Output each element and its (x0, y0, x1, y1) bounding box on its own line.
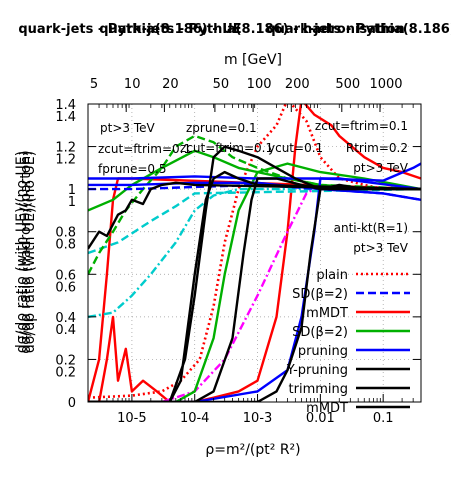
y-tick-label-3: 0.6 (55, 268, 76, 283)
series-group (88, 104, 421, 402)
y-tick-label-2: 0.4 (55, 311, 76, 326)
x-tick-label-2: 10-3 (243, 411, 273, 426)
y-tick-label-alt-1: 0.4 (55, 323, 76, 338)
y-axis-label-2: dσ/dρ ratio (hadron)/(parton) (18, 150, 34, 353)
y-tick-label-alt-4: 1 (68, 195, 76, 210)
series-line-16 (88, 145, 421, 402)
y-axis-label-3: dσ/dρ ratio (with UE)/(no UE) (22, 151, 38, 353)
series-line-18 (88, 183, 421, 402)
top-tick-label-6: 500 (335, 77, 360, 92)
y-tick-label-alt-6: 1.4 (55, 110, 76, 125)
title-ue-1: quark-jets - Pythia(8.186) - UE (18, 22, 241, 37)
series-line-14 (88, 181, 421, 250)
x-tick-label-1: 10-4 (180, 411, 210, 426)
x-tick-label-4: 0.1 (373, 411, 394, 426)
y-tick-label-6: 1.2 (55, 141, 76, 156)
y-tick-label-5: 1 (68, 183, 76, 198)
y-axis-labels: dσ/dρ ratio (with UE)/(no UE) dσ/dρ rati… (14, 150, 38, 353)
legend-label-1: SD(β=2) (292, 287, 348, 302)
titles: quark-jets - Pythia(8.186) - UE quark-je… (18, 22, 451, 37)
title-hadronisation: quark-jets - Pythia(8.186) - hadronisati… (99, 22, 405, 37)
x-axis-label: ρ=m²/(pt² R²) (205, 442, 300, 458)
series-line-17 (88, 177, 421, 402)
series-line-13 (88, 177, 421, 402)
top-tick-label-3: 50 (213, 77, 230, 92)
legend-label-7: mMDT (306, 401, 348, 416)
top-axis-label: m [GeV] (224, 52, 282, 68)
series-line-2 (88, 104, 421, 402)
tick-labels: 10-5 10-4 10-3 0.01 0.15 10 20 50 100 200 500 10000… (55, 77, 402, 426)
series-line-3 (97, 315, 171, 402)
top-tick-label-7: 1000 (369, 77, 402, 92)
top-tick-label-1: 10 (124, 77, 141, 92)
series-line-9 (88, 162, 421, 402)
y-tick-label-alt-5: 1.2 (55, 153, 76, 168)
legend-label-6: trimming (289, 382, 348, 397)
legend-label-5: Y-pruning (286, 363, 348, 378)
legend-label-3: SD(β=2) (292, 325, 348, 340)
y-tick-label-1: 0.2 (55, 353, 76, 368)
top-tick-label-4: 100 (247, 77, 272, 92)
series-line-6 (88, 187, 421, 255)
annotation-left-fprune: fprune=0.5 (98, 162, 167, 176)
title-ue-2: quark-jets - Pythia(8.186) - UE (266, 22, 451, 37)
grid (88, 103, 421, 403)
tick-marks (87, 103, 422, 403)
annotation-center-ycut: ycut=0.1 (268, 141, 323, 155)
x-tick-label-3: 0.01 (306, 411, 335, 426)
top-tick-label-0: 5 (90, 77, 98, 92)
annotations: pt>3 TeV zcut=ftrim=0.1 fprune=0.5 zprun… (98, 119, 409, 255)
annotation-right-pt: pt>3 TeV (353, 161, 409, 175)
legend: plain SD(β=2) mMDT SD(β=2) pruning Y-pruning t… (286, 268, 410, 416)
y-axis-label-1: dσ/dρ ratio (with UE)/(no UE) (14, 151, 30, 353)
y-tick-label-0: 0 (68, 396, 76, 411)
y-tick-label-alt-2: 0.6 (55, 280, 76, 295)
x-tick-label-0: 10-5 (117, 411, 147, 426)
series-clip (88, 104, 421, 402)
annotation-left-zcut: zcut=ftrim=0.1 (98, 142, 191, 156)
y-tick-label-alt-3: 0.8 (55, 238, 76, 253)
annotation-center-zprune: zprune=0.1 (186, 121, 257, 135)
annotation-left-pt: pt>3 TeV (100, 121, 156, 135)
y-tick-label-7: 1.4 (55, 98, 76, 113)
legend-label-2: mMDT (306, 306, 348, 321)
legend-label-4: pruning (298, 344, 348, 359)
annotation-algo-pt: pt>3 TeV (353, 241, 409, 255)
annotation-right-zcut: zcut=ftrim=0.1 (315, 119, 408, 133)
annotation-algo: anti-kt(R=1) (334, 221, 408, 235)
annotation-center-zcut: zcut=ftrim=0.1 (180, 141, 273, 155)
series-line-10 (88, 162, 421, 182)
top-tick-label-2: 20 (162, 77, 179, 92)
y-tick-label-alt-0: 0.2 (55, 365, 76, 380)
annotation-right-rtrim: Rtrim=0.2 (346, 141, 408, 155)
series-line-7 (88, 134, 421, 275)
series-line-5 (88, 187, 421, 319)
top-tick-label-5: 200 (285, 77, 310, 92)
y-tick-label-4: 0.8 (55, 226, 76, 241)
legend-label-0: plain (316, 268, 348, 283)
